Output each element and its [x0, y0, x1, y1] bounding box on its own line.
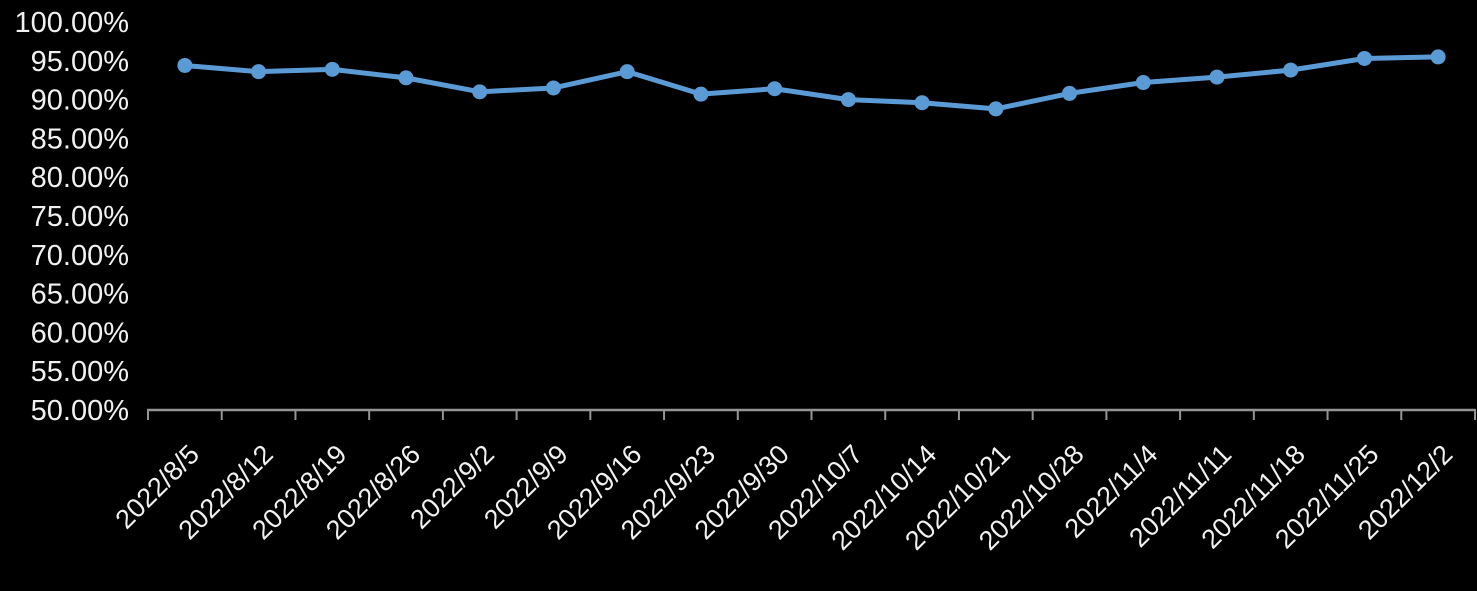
data-point-marker: [767, 81, 783, 97]
data-point-marker: [619, 64, 635, 80]
data-point-marker: [988, 101, 1004, 117]
data-point-marker: [693, 86, 709, 102]
data-point-marker: [1062, 85, 1078, 101]
data-point-marker: [1356, 50, 1372, 66]
y-axis-tick-label: 60.00%: [31, 317, 129, 349]
series-line: [182, 54, 1441, 112]
data-point-marker: [1135, 75, 1151, 91]
data-point-marker: [472, 84, 488, 100]
y-axis-tick-label: 90.00%: [31, 85, 129, 117]
data-point-marker: [398, 70, 414, 86]
y-axis-tick-label: 65.00%: [31, 279, 129, 311]
y-axis-tick-label: 85.00%: [31, 123, 129, 155]
y-axis-tick-label: 70.00%: [31, 240, 129, 272]
data-point-marker: [1209, 69, 1225, 85]
y-axis-tick-label: 55.00%: [31, 356, 129, 388]
y-axis-tick-label: 100.00%: [15, 7, 130, 39]
data-point-marker: [914, 95, 930, 111]
y-axis-tick-label: 95.00%: [31, 46, 129, 78]
data-point-marker: [251, 64, 267, 80]
data-point-marker: [840, 92, 856, 108]
data-point-marker: [1283, 62, 1299, 78]
data-point-marker: [1430, 49, 1446, 65]
y-axis-tick-label: 75.00%: [31, 201, 129, 233]
data-point-marker: [177, 57, 193, 73]
y-axis-tick-label: 80.00%: [31, 162, 129, 194]
data-point-marker: [545, 80, 561, 96]
data-point-marker: [324, 61, 340, 77]
y-axis-tick-label: 50.00%: [31, 395, 129, 427]
